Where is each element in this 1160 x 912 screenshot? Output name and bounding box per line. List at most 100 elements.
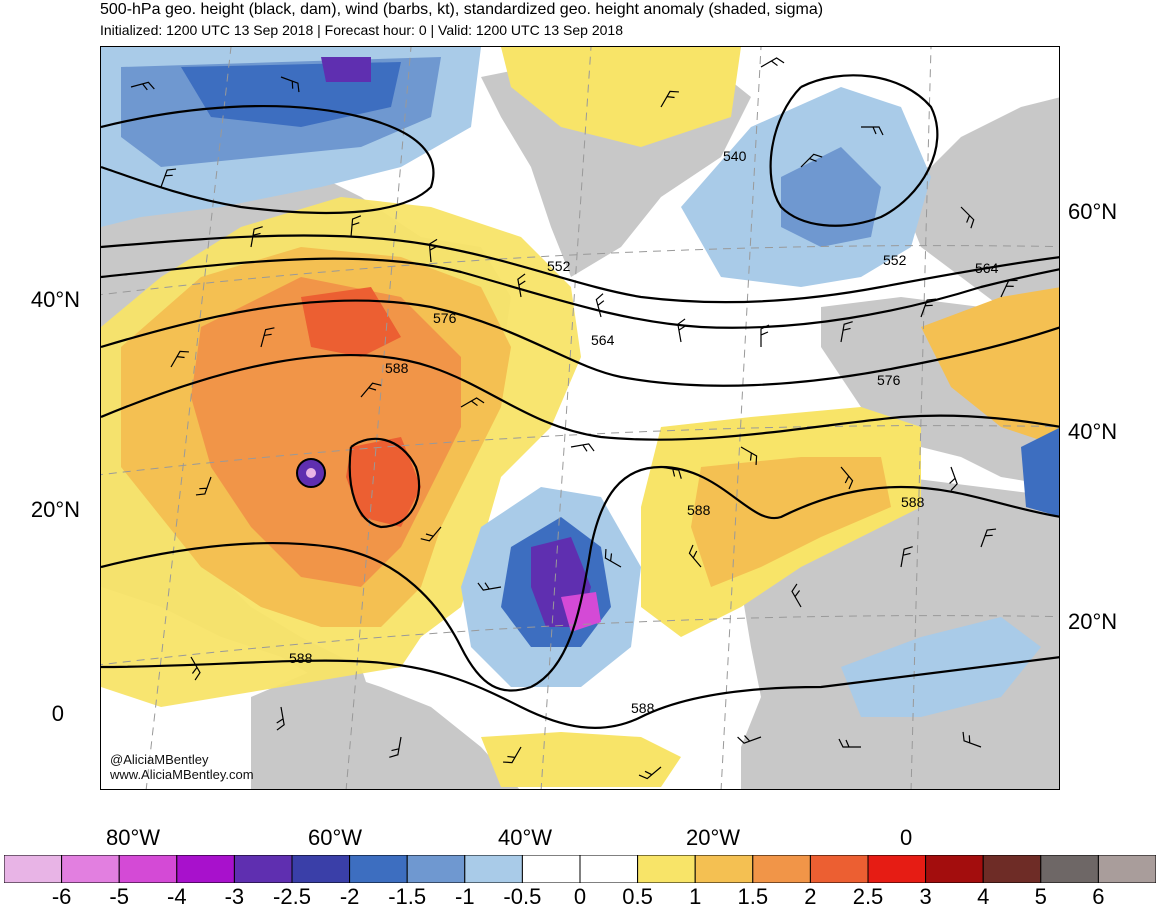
colorbar-swatch — [4, 855, 63, 883]
colorbar-tick-label: -2.5 — [273, 884, 311, 909]
wind-barb — [660, 90, 679, 108]
colorbar-swatch — [118, 855, 178, 883]
colorbar-swatch — [291, 855, 351, 883]
hurricane-florence-eye — [306, 468, 316, 478]
colorbar-swatch — [982, 855, 1042, 883]
wind-barb — [477, 582, 502, 591]
graticule-line — [101, 615, 1059, 666]
lat-label-right-20n: 20°N — [1068, 609, 1118, 634]
wind-barb — [570, 443, 595, 452]
landmass-south-america — [251, 667, 520, 789]
colorbar-tick-label: -4 — [167, 884, 187, 909]
wind-barb — [276, 706, 285, 731]
wind-barb — [980, 528, 997, 548]
contour-label-588-tropical: 588 — [631, 700, 655, 716]
graticule-line — [101, 425, 1059, 476]
colorbar-tick-label: -0.5 — [503, 884, 542, 909]
colorbar-tick-label: 5 — [1034, 884, 1047, 909]
wind-barb — [428, 238, 438, 263]
positive-anomaly-region-tropical-atlantic — [481, 732, 681, 787]
contour-line — [530, 465, 1059, 688]
wind-barb — [949, 466, 958, 491]
colorbar-swatch — [579, 855, 639, 883]
lat-label-right-60n: 60°N — [1068, 199, 1118, 224]
colorbar-tick-label: -2 — [339, 884, 360, 909]
contour-label-552-west: 552 — [547, 258, 571, 274]
landmass-scandinavia — [901, 97, 1059, 307]
colorbar-swatch — [349, 855, 408, 883]
wind-barb — [962, 731, 982, 748]
contour-label-564-east: 564 — [975, 260, 999, 276]
negative-anomaly-region-mediterranean — [1021, 428, 1059, 517]
anomaly-shading — [101, 47, 1059, 787]
positive-anomaly-region-east-moderate — [691, 457, 891, 587]
contour-label-576-east: 576 — [877, 372, 901, 388]
negative-anomaly-low-arctic-center — [321, 57, 371, 82]
colorbar-tick-label: 3 — [919, 884, 932, 909]
colorbar-tick-label: -6 — [51, 884, 72, 909]
positive-anomaly-region-europe — [921, 287, 1059, 447]
colorbar-tick-label: 1 — [689, 884, 702, 909]
wind-barb — [170, 350, 189, 368]
lon-label-0: 0 — [900, 825, 913, 850]
colorbar-swatch — [809, 855, 869, 883]
colorbar-swatch — [925, 855, 984, 883]
contour-label-588-central: 588 — [687, 502, 711, 518]
colorbar-swatch — [694, 855, 754, 883]
contour-line — [101, 234, 1059, 304]
contour-labels: 540 552 552 564 564 576 576 588 588 588 … — [289, 148, 999, 716]
wind-barb — [900, 546, 913, 568]
wind-barb — [840, 321, 853, 343]
wind-barb — [660, 466, 682, 479]
graticule-line — [345, 47, 412, 789]
contour-line — [101, 299, 1059, 387]
colorbar-swatch — [1097, 855, 1156, 883]
height-contours — [101, 74, 1059, 729]
contour-line — [769, 74, 939, 227]
contour-label-588-caribbean: 588 — [289, 650, 313, 666]
lat-label-left-20n: 20°N — [30, 497, 80, 522]
contour-line — [101, 257, 1059, 329]
lat-label-left-0: 0 — [51, 701, 64, 726]
wind-barb — [800, 153, 823, 168]
negative-anomaly-trough-central-atlantic-core — [561, 592, 601, 632]
wind-barb — [688, 544, 702, 568]
lat-label-left-40n: 40°N — [30, 287, 80, 312]
wind-barbs — [130, 57, 1018, 780]
wind-barb — [260, 327, 275, 348]
contour-line — [101, 541, 532, 692]
colorbar-swatch — [521, 855, 581, 883]
positive-anomaly-core-north — [301, 287, 401, 357]
wind-barb — [604, 549, 622, 568]
negative-anomaly-region-west-africa — [841, 617, 1041, 717]
wind-barb — [760, 324, 770, 347]
colorbar-swatch — [867, 855, 927, 883]
wind-barb — [280, 76, 300, 93]
lat-label-right-40n: 40°N — [1068, 419, 1118, 444]
lon-label-60w: 60°W — [308, 825, 363, 850]
colorbar-tick-label: 0 — [573, 884, 587, 909]
wind-barb — [389, 736, 402, 758]
contour-line — [101, 656, 1059, 729]
wind-barb — [760, 57, 785, 68]
wind-barb — [190, 656, 201, 681]
wind-barb — [638, 766, 662, 780]
colorbar-tick-label: -1.5 — [388, 884, 427, 909]
colorbar-swatch — [176, 855, 235, 883]
map-canvas: 540 552 552 564 564 576 576 588 588 588 … — [101, 47, 1059, 789]
colorbar-tick-label: 1.5 — [737, 884, 769, 909]
colorbar-tick-label: -3 — [224, 884, 245, 909]
colorbar — [4, 855, 1156, 883]
graticule-line — [720, 47, 762, 789]
contour-label-588-north: 588 — [385, 360, 409, 376]
wind-barb — [791, 583, 802, 608]
graticule-line — [101, 245, 1059, 296]
wind-barb — [737, 735, 762, 744]
map-panel[interactable]: 540 552 552 564 564 576 576 588 588 588 … — [100, 46, 1060, 790]
lon-label-80w: 80°W — [106, 825, 161, 850]
wind-barb — [250, 226, 263, 248]
wind-barb — [503, 746, 522, 764]
colorbar-tick-label: -5 — [109, 884, 129, 909]
colorbar-swatch — [752, 855, 811, 883]
wind-barb — [740, 446, 758, 465]
